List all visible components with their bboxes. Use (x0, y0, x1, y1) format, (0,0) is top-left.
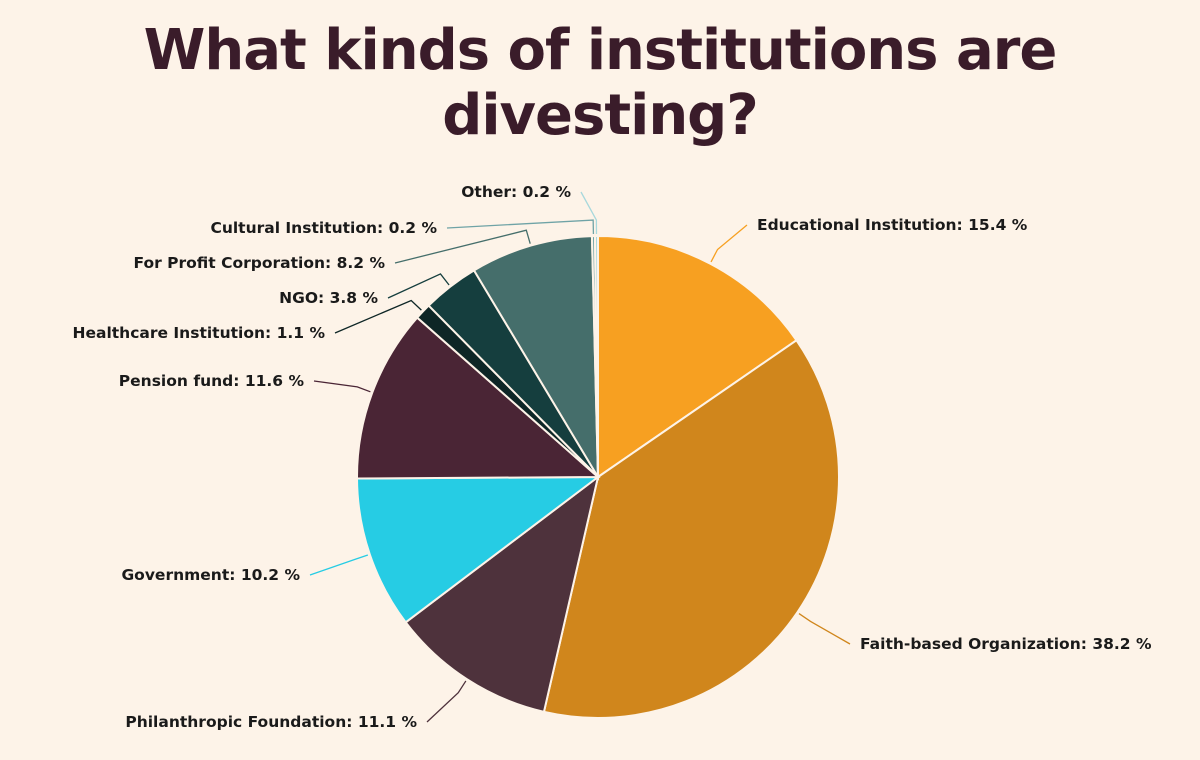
leader-line-healthcare-institution (334, 299, 422, 334)
leader-line-for-profit-corporation (394, 229, 531, 264)
leader-line-faith-based-organization (798, 613, 851, 645)
leader-line-philanthropic-foundation (426, 680, 467, 723)
data-label-government: Government: 10.2 % (121, 566, 300, 584)
pie-slice-philanthropic-foundation[interactable] (404, 474, 600, 714)
pie-slice-other[interactable] (593, 234, 599, 478)
data-label-educational-institution: Educational Institution: 15.4 % (757, 216, 1028, 234)
leader-line-educational-institution (710, 224, 748, 263)
pie-slice-faith-based-organization[interactable] (542, 338, 840, 719)
data-label-healthcare-institution: Healthcare Institution: 1.1 % (73, 324, 326, 342)
chart-title: What kinds of institutions are divesting… (143, 18, 1058, 148)
pie-slice-government[interactable] (355, 475, 602, 624)
leader-line-pension-fund (313, 380, 371, 393)
data-label-for-profit-corporation: For Profit Corporation: 8.2 % (134, 254, 386, 272)
leader-line-government (309, 554, 369, 576)
data-label-faith-based-organization: Faith-based Organization: 38.2 % (860, 635, 1152, 653)
pie-slice-pension-fund[interactable] (356, 316, 601, 480)
leader-line-other (580, 191, 598, 235)
pie-slice-educational-institution[interactable] (597, 234, 798, 479)
leader-line-cultural-institution (446, 219, 595, 235)
data-label-ngo: NGO: 3.8 % (279, 289, 378, 307)
data-label-cultural-institution: Cultural Institution: 0.2 % (210, 219, 437, 237)
data-label-philanthropic-foundation: Philanthropic Foundation: 11.1 % (125, 713, 417, 731)
data-label-other: Other: 0.2 % (461, 183, 571, 201)
leader-line-ngo (387, 273, 450, 299)
data-label-pension-fund: Pension fund: 11.6 % (119, 372, 305, 390)
pie-slice-for-profit-corporation[interactable] (472, 235, 600, 481)
